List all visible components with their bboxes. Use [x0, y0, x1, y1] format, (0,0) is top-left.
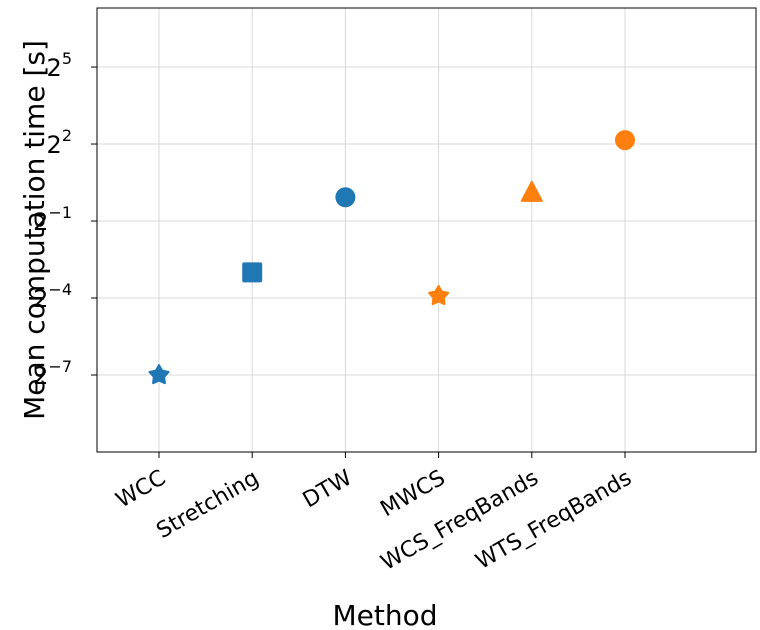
x-tick-label: WCC	[112, 466, 170, 514]
data-point-wcc	[148, 364, 170, 385]
data-points	[148, 130, 635, 385]
y-tick-label: 22	[47, 126, 72, 159]
x-tick-label: WTS_FreqBands	[472, 466, 636, 575]
data-point-mwcs	[428, 285, 450, 306]
data-point-stretching	[242, 262, 263, 283]
y-axis-label: Mean computation time [s]	[18, 40, 51, 420]
x-tick-label: Stretching	[153, 466, 264, 544]
x-tick-label: DTW	[299, 465, 357, 513]
data-point-wcs-freqbands	[520, 180, 543, 202]
y-tick-label: 2−1	[33, 203, 72, 236]
y-tick-label: 2−7	[33, 357, 72, 390]
y-tick-label: 25	[47, 49, 72, 82]
x-tick-label: WCS_FreqBands	[377, 466, 543, 576]
grid-lines	[97, 8, 756, 452]
data-point-dtw	[335, 187, 356, 208]
plot-frame	[96, 7, 757, 453]
y-tick-label: 2−4	[33, 280, 72, 313]
y-axis-ticks: 25 22 2−1 2−4 2−7	[33, 49, 97, 390]
data-point-wts-freqbands	[615, 130, 635, 151]
x-axis-label: Method	[332, 599, 437, 630]
x-tick-label: MWCS	[376, 466, 449, 523]
